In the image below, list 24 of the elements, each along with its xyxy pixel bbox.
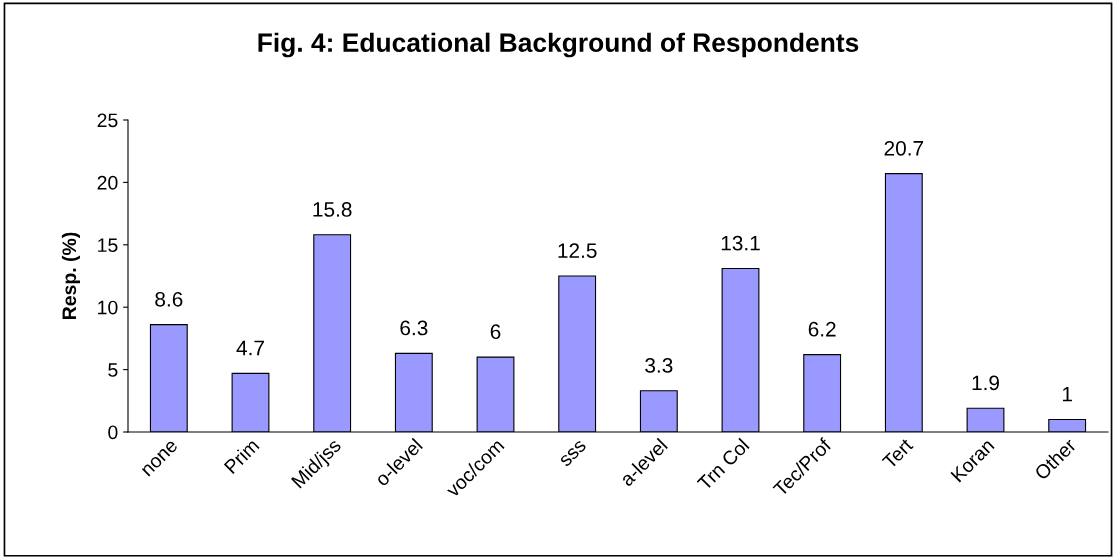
- data-label: 6.3: [400, 320, 428, 336]
- y-tick-label: 25: [97, 113, 118, 128]
- data-label: 20.7: [884, 140, 924, 156]
- chart-title: Fig. 4: Educational Background of Respondents: [258, 32, 859, 58]
- data-label: 6: [490, 324, 501, 340]
- y-tick-label: 5: [108, 363, 118, 377]
- data-label: 1.9: [972, 375, 999, 391]
- data-label: 3.3: [645, 358, 673, 373]
- y-tick-label: 10: [98, 300, 118, 315]
- x-tick-label: Tert: [881, 437, 914, 470]
- data-label: 4.7: [236, 340, 264, 356]
- data-label: 8.6: [155, 291, 183, 307]
- x-tick-label: Prim: [223, 437, 260, 474]
- x-tick-label: Trn Col: [696, 437, 750, 492]
- x-tick-label: sss: [559, 439, 587, 468]
- y-tick-label: 15: [98, 238, 118, 253]
- y-tick-label: 20: [97, 175, 118, 190]
- data-label: 1: [1062, 386, 1072, 402]
- y-tick-label: 0: [108, 425, 118, 440]
- data-label: 6.2: [808, 321, 836, 337]
- data-label: 12.5: [558, 243, 597, 258]
- y-axis-title: Resp. (%): [61, 232, 80, 319]
- data-label: 15.8: [313, 202, 352, 217]
- data-label: 13.1: [721, 235, 760, 251]
